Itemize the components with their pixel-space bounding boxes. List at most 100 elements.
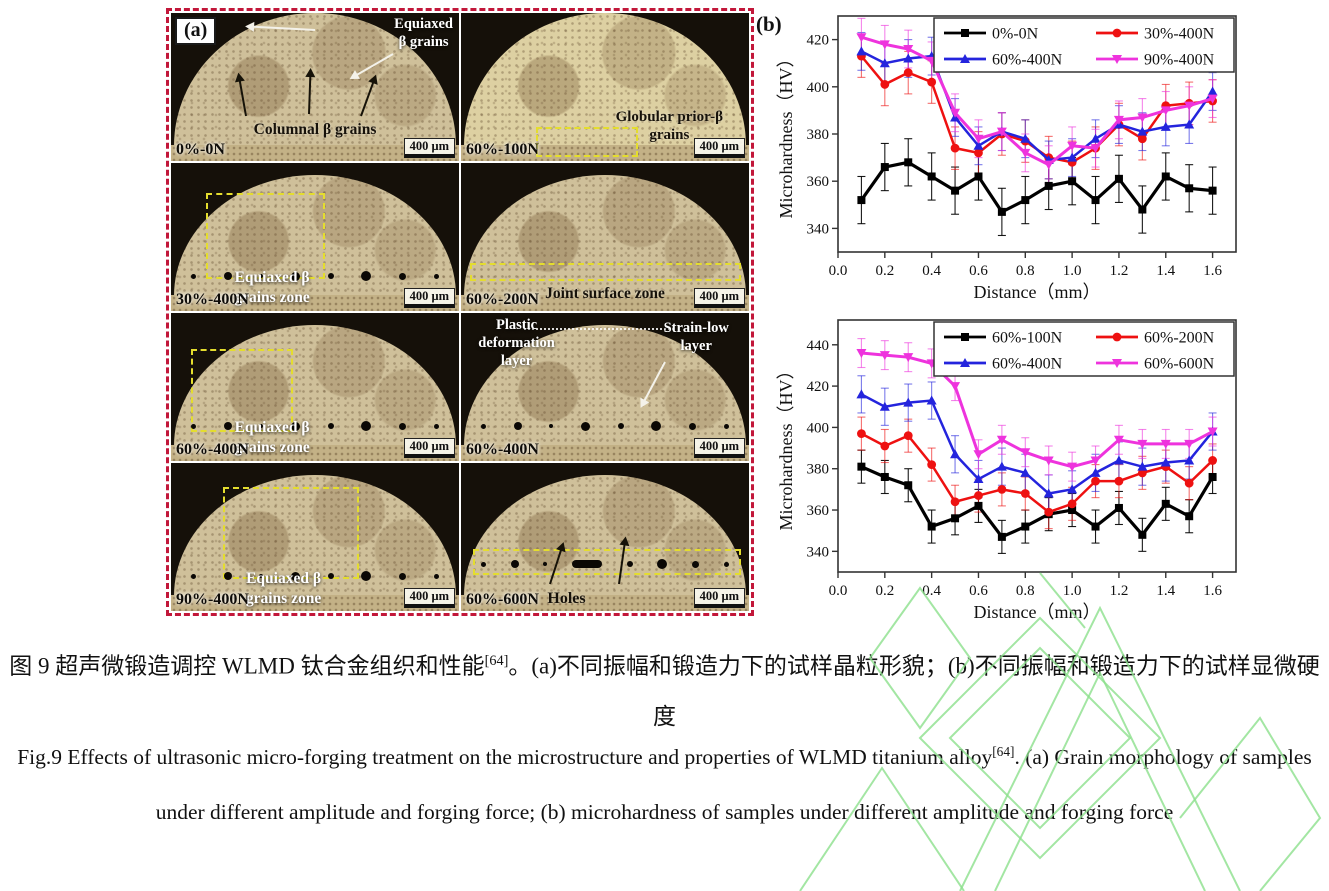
substrate-layer	[171, 295, 459, 311]
svg-text:400: 400	[807, 420, 830, 436]
svg-text:0.2: 0.2	[875, 583, 894, 599]
micrograph-60pct-600N: Holes 60%-600N 400 μm	[461, 463, 749, 611]
scale-bar: 400 μm	[403, 288, 455, 308]
caption-english: Fig.9 Effects of ultrasonic micro-forgin…	[0, 724, 1329, 840]
microhardness-chart-force: 0.0 0.2 0.4 0.6 0.8 1.0 1.2 1.4 1.6 340 360 380 400 4…	[776, 319, 1237, 622]
svg-text:380: 380	[807, 127, 830, 143]
svg-text:0.6: 0.6	[969, 263, 988, 279]
svg-text:400: 400	[807, 80, 830, 96]
svg-text:360: 360	[807, 174, 830, 190]
highlight-box	[535, 127, 638, 157]
caption-en-text: Fig.9 Effects of ultrasonic micro-forgin…	[17, 745, 993, 770]
pores	[481, 421, 729, 431]
sample-id: 60%-200N	[466, 291, 539, 308]
svg-text:1.2: 1.2	[1110, 263, 1129, 279]
annotation-holes: Holes	[547, 590, 586, 607]
svg-text:60%-200N: 60%-200N	[1144, 330, 1215, 347]
reference-superscript: [64]	[484, 653, 509, 669]
svg-text:0.4: 0.4	[922, 583, 941, 599]
svg-text:0.4: 0.4	[922, 263, 941, 279]
annotation-plastic-deformation-layer: Plastic deformation layer	[478, 317, 555, 370]
svg-text:1.4: 1.4	[1156, 583, 1175, 599]
micrograph-60pct-200N: Joint surface zone 60%-200N 400 μm	[461, 163, 749, 311]
svg-text:1.6: 1.6	[1203, 583, 1222, 599]
svg-text:380: 380	[807, 462, 830, 478]
pores	[191, 571, 439, 581]
substrate-layer	[461, 595, 749, 611]
micrograph-60pct-100N: Globular prior-β grains 60%-100N 400 μm	[461, 13, 749, 161]
svg-text:360: 360	[807, 503, 830, 519]
svg-text:1.0: 1.0	[1063, 583, 1082, 599]
svg-text:1.0: 1.0	[1063, 263, 1082, 279]
scale-bar: 400 μm	[403, 438, 455, 458]
layer-boundary-line	[524, 328, 675, 330]
svg-text:60%-600N: 60%-600N	[1144, 356, 1215, 373]
micrograph-30pct-400N: Equiaxed β grains zone 30%-400N 400 μm	[171, 163, 459, 311]
scale-bar: 400 μm	[403, 138, 455, 158]
svg-text:440: 440	[807, 338, 830, 354]
svg-text:Distance（mm）: Distance（mm）	[974, 282, 1101, 302]
weld-bead	[463, 474, 747, 596]
annotation-equiaxed-beta-grains-zone: Equiaxed β grains zone	[234, 269, 310, 306]
annotation-globular-prior-beta-grains: Globular prior-β grains	[615, 108, 724, 144]
scale-bar: 400 μm	[403, 588, 455, 608]
svg-text:340: 340	[807, 221, 830, 237]
reference-superscript: [64]	[992, 744, 1015, 759]
svg-text:90%-400N: 90%-400N	[1144, 52, 1215, 69]
substrate-layer	[171, 445, 459, 461]
annotation-strain-low-layer: Strain-low layer	[663, 320, 729, 355]
svg-text:420: 420	[807, 33, 830, 49]
svg-text:0%-0N: 0%-0N	[992, 26, 1039, 43]
svg-text:60%-400N: 60%-400N	[992, 356, 1063, 373]
sample-id: 60%-600N	[466, 591, 539, 608]
substrate-layer	[461, 145, 749, 161]
svg-text:1.2: 1.2	[1110, 583, 1129, 599]
panel-b-charts: (b) 0.0 0.2 0.4 0.6 0.8 1.0 1.2 1.4 1.6 340 360 380…	[752, 4, 1329, 634]
micrograph-0pct-0N: (a) Equiaxed β grains Columnal β grains …	[171, 13, 459, 161]
sample-id: 60%-400N	[176, 441, 249, 458]
svg-text:0.8: 0.8	[1016, 263, 1035, 279]
annotation-joint-surface-zone: Joint surface zone	[545, 284, 665, 302]
highlight-box	[472, 549, 742, 575]
sample-id: 60%-100N	[466, 141, 539, 158]
highlight-box	[191, 348, 294, 433]
annotation-equiaxed-beta-grains-zone: Equiaxed β grains zone	[234, 419, 310, 456]
svg-text:60%-100N: 60%-100N	[992, 330, 1063, 347]
svg-text:0.0: 0.0	[829, 263, 848, 279]
svg-text:420: 420	[807, 379, 830, 395]
caption-zh-text: 图 9 超声微锻造调控 WLMD 钛合金组织和性能	[9, 653, 485, 679]
scale-bar: 400 μm	[693, 588, 745, 608]
svg-text:1.6: 1.6	[1203, 263, 1222, 279]
svg-text:Distance（mm）: Distance（mm）	[974, 602, 1101, 622]
svg-text:Microhardness（HV）: Microhardness（HV）	[776, 362, 796, 531]
micrograph-60pct-400N-right: Plastic deformation layer Strain-low lay…	[461, 313, 749, 461]
scale-bar: 400 μm	[693, 138, 745, 158]
panel-b-label: (b)	[756, 12, 782, 36]
caption-zh-text: 。(a)不同振幅和锻造力下的试样晶粒形貌；(b)不同振幅和锻造力下的试样显微硬度	[508, 653, 1320, 729]
substrate-layer	[171, 145, 459, 161]
svg-text:30%-400N: 30%-400N	[1144, 26, 1215, 43]
svg-text:60%-400N: 60%-400N	[992, 52, 1063, 69]
highlight-box	[205, 192, 325, 280]
substrate-layer	[171, 595, 459, 611]
substrate-layer	[461, 295, 749, 311]
svg-text:1.4: 1.4	[1156, 263, 1175, 279]
micrograph-60pct-400N-left: Equiaxed β grains zone 60%-400N 400 μm	[171, 313, 459, 461]
substrate-layer	[461, 445, 749, 461]
pores	[191, 421, 439, 431]
annotation-columnal-beta-grains: Columnal β grains	[253, 120, 377, 138]
annotation-equiaxed-beta-grains-zone: Equiaxed β grains zone	[245, 570, 322, 607]
sample-id: 60%-400N	[466, 441, 539, 458]
microhardness-chart-amplitude: 0.0 0.2 0.4 0.6 0.8 1.0 1.2 1.4 1.6 340 360 380 400 4…	[776, 15, 1237, 302]
panel-a-label: (a)	[175, 17, 217, 45]
scale-bar: 400 μm	[693, 288, 745, 308]
sample-id: 30%-400N	[176, 291, 249, 308]
svg-text:340: 340	[807, 544, 830, 560]
pores	[481, 559, 729, 569]
panel-a-micrographs: (a) Equiaxed β grains Columnal β grains …	[166, 8, 754, 616]
svg-text:0.2: 0.2	[875, 263, 894, 279]
highlight-box	[222, 486, 360, 580]
micrograph-90pct-400N: Equiaxed β grains zone 90%-400N 400 μm	[171, 463, 459, 611]
svg-text:Microhardness（HV）: Microhardness（HV）	[776, 50, 796, 219]
